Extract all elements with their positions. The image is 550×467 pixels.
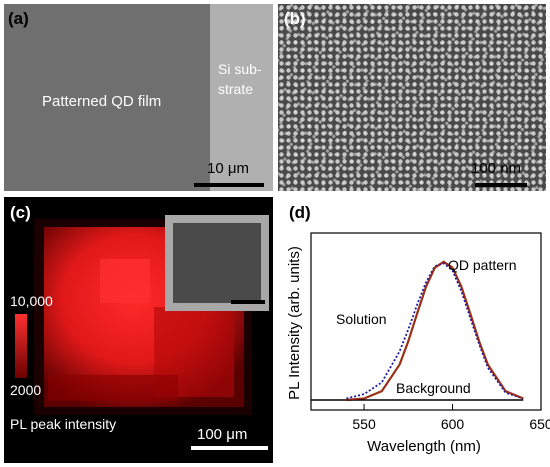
- si-substrate-region: [210, 4, 273, 191]
- film-label: Patterned QD film: [42, 93, 162, 110]
- colorbar-max-label: 10,000: [10, 293, 53, 309]
- series-qd-pattern-fit: [346, 261, 524, 401]
- pl-spectrum-chart: 550 600 650 Wavelength (nm) PL Intensity (…: [286, 232, 550, 455]
- plot-frame: [310, 232, 542, 411]
- nanoparticle-texture: [278, 4, 546, 191]
- panel-label: (a): [8, 9, 29, 28]
- inset-pattern-square: [173, 223, 261, 303]
- scale-bar-label: 100 μm: [197, 426, 248, 443]
- inset-scale-bar: [231, 300, 265, 304]
- scale-bar: [194, 183, 264, 187]
- panel-label: (c): [10, 203, 31, 222]
- panel-a-sem-image: (a) Patterned QD film Si sub- strate 10 …: [4, 4, 273, 191]
- scale-bar-label: 10 μm: [207, 160, 249, 177]
- panel-c-pl-map: (c) 10,000 2000 PL peak intensity 100 μm: [4, 197, 273, 463]
- y-axis-label: PL Intensity (arb. units): [286, 246, 303, 400]
- substrate-label-line2: strate: [218, 81, 254, 97]
- legend-solution: Solution: [336, 311, 387, 327]
- scale-bar: [191, 446, 268, 450]
- inset-image: [165, 215, 269, 311]
- colorbar: [15, 314, 27, 378]
- substrate-label: Si sub- strate: [218, 59, 262, 99]
- panel-label: (b): [284, 9, 306, 28]
- panel-label: (d): [289, 203, 311, 222]
- colorbar-min-label: 2000: [10, 382, 42, 398]
- scale-bar-label: 100 nm: [471, 160, 522, 177]
- scale-bar: [475, 183, 527, 187]
- x-tick-label: 600: [441, 416, 465, 432]
- colorbar-title: PL peak intensity: [10, 416, 117, 432]
- substrate-label-line1: Si sub-: [218, 61, 262, 77]
- x-tick-label: 650: [529, 416, 550, 432]
- x-tick-label: 550: [352, 416, 376, 432]
- legend-qd-pattern: QD pattern: [448, 257, 516, 273]
- panel-d-pl-spectrum: 550 600 650 Wavelength (nm) PL Intensity (…: [278, 197, 550, 467]
- x-axis-label: Wavelength (nm): [367, 438, 481, 455]
- panel-b-sem-image: (b) 100 nm: [278, 4, 546, 191]
- legend-background: Background: [396, 380, 471, 396]
